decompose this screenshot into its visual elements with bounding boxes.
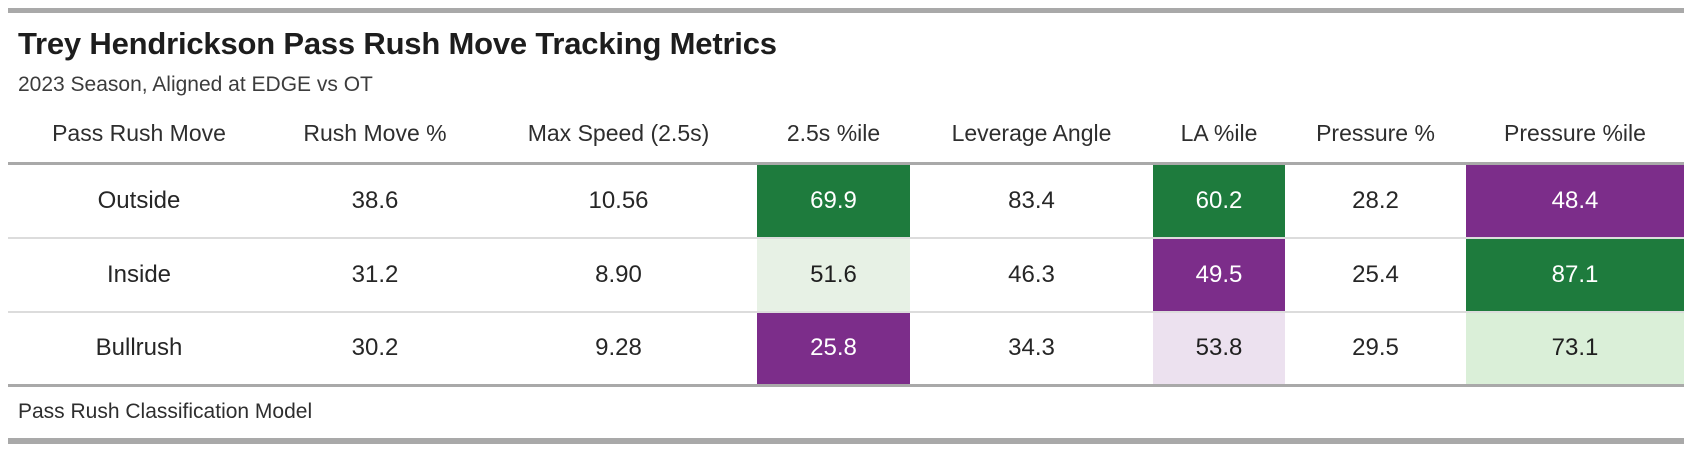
cell-speed-percentile: 69.9 [757,163,910,238]
cell-la-percentile: 49.5 [1153,236,1285,312]
table-caption: Pass Rush Classification Model [18,400,313,423]
cell-pressure-pct: 25.4 [1285,236,1466,312]
cell-speed-percentile: 25.8 [757,310,910,387]
column-header-speed-percentile: 2.5s %ile [757,107,910,165]
cell-max-speed: 9.28 [480,310,757,387]
cell-rush-move-pct: 38.6 [351,186,399,214]
cell-max-speed: 8.90 [480,236,757,312]
column-header-pressure-percentile: Pressure %ile [1466,107,1684,165]
cell-move-name: Outside [97,186,181,214]
column-header-leverage-angle: Leverage Angle [910,107,1153,165]
cell-leverage-angle: 83.4 [1008,186,1055,214]
cell-max-speed: 10.56 [588,186,649,214]
bottom-divider [8,438,1684,444]
cell-la-percentile: 53.8 [1153,310,1285,387]
cell-pressure-percentile: 87.1 [1466,236,1684,312]
cell-move-name: Bullrush [8,310,270,387]
cell-leverage-angle: 46.3 [910,236,1153,312]
metrics-table: Pass Rush Move Rush Move % Max Speed (2.… [8,107,1684,387]
top-divider [8,8,1684,13]
column-header-max-speed: Max Speed (2.5s) [480,107,757,165]
cell-pressure-pct: 29.5 [1285,310,1466,387]
table-row-outside: Outside 38.6 10.56 69.9 83.4 60.2 28.2 4… [8,163,1684,238]
column-header-pressure-pct: Pressure % [1285,107,1466,165]
column-header-rush-move-pct: Rush Move % [270,107,480,165]
cell-pressure-percentile: 73.1 [1466,310,1684,387]
cell-speed-percentile: 51.6 [757,236,910,312]
page-title: Trey Hendrickson Pass Rush Move Tracking… [18,26,777,61]
table-row-inside: Inside 31.2 8.90 51.6 46.3 49.5 25.4 87.… [8,236,1684,312]
cell-la-percentile: 60.2 [1153,163,1285,238]
cell-pressure-percentile: 48.4 [1466,163,1684,238]
page-subtitle: 2023 Season, Aligned at EDGE vs OT [18,73,373,96]
cell-move-name: Inside [8,236,270,312]
cell-leverage-angle: 34.3 [910,310,1153,387]
column-header-la-percentile: LA %ile [1153,107,1285,165]
cell-rush-move-pct: 31.2 [270,236,480,312]
cell-pressure-pct: 28.2 [1352,186,1399,214]
header-row: Pass Rush Move Rush Move % Max Speed (2.… [8,107,1684,165]
cell-rush-move-pct: 30.2 [270,310,480,387]
table-row-bullrush: Bullrush 30.2 9.28 25.8 34.3 53.8 29.5 7… [8,310,1684,387]
column-header-pass-rush-move: Pass Rush Move [8,107,270,165]
